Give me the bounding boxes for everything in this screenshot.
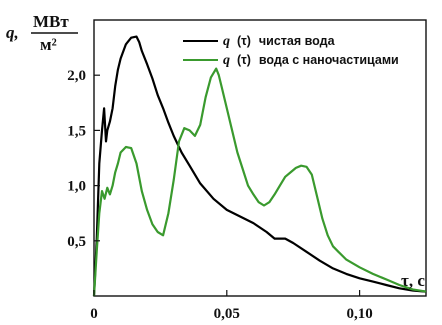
y-tick-label: 2,0 — [67, 68, 86, 84]
y-tick-label: 1,5 — [67, 123, 86, 139]
y-axis-unit-numerator: МВт — [33, 12, 69, 31]
plot-frame — [93, 19, 427, 297]
y-axis-unit-denominator: м² — [40, 35, 57, 54]
y-tick-label: 0,5 — [67, 234, 86, 250]
x-tick-label: 0,10 — [346, 306, 372, 322]
legend: q (τ) чистая вода q (τ) вода с наночасти… — [183, 32, 399, 68]
x-tick-label: 0 — [90, 306, 98, 322]
x-tick-label: 0,05 — [214, 306, 240, 322]
ticks-layer: 0,5 1,0 1,5 2,0 0 0,05 0,10 — [67, 68, 372, 322]
y-tick-label: 1,0 — [67, 179, 86, 195]
plot-border — [93, 19, 427, 297]
legend-label-nanoparticles: q (τ) вода с наночастицами — [223, 51, 399, 68]
series-line-clean-water — [92, 35, 427, 297]
y-axis-symbol: q, — [6, 23, 19, 42]
series-layer — [92, 35, 427, 297]
x-axis-label: τ, с — [401, 271, 425, 290]
series-line-nanoparticles — [92, 67, 427, 297]
legend-label-clean-water: q (τ) чистая вода — [223, 32, 336, 49]
